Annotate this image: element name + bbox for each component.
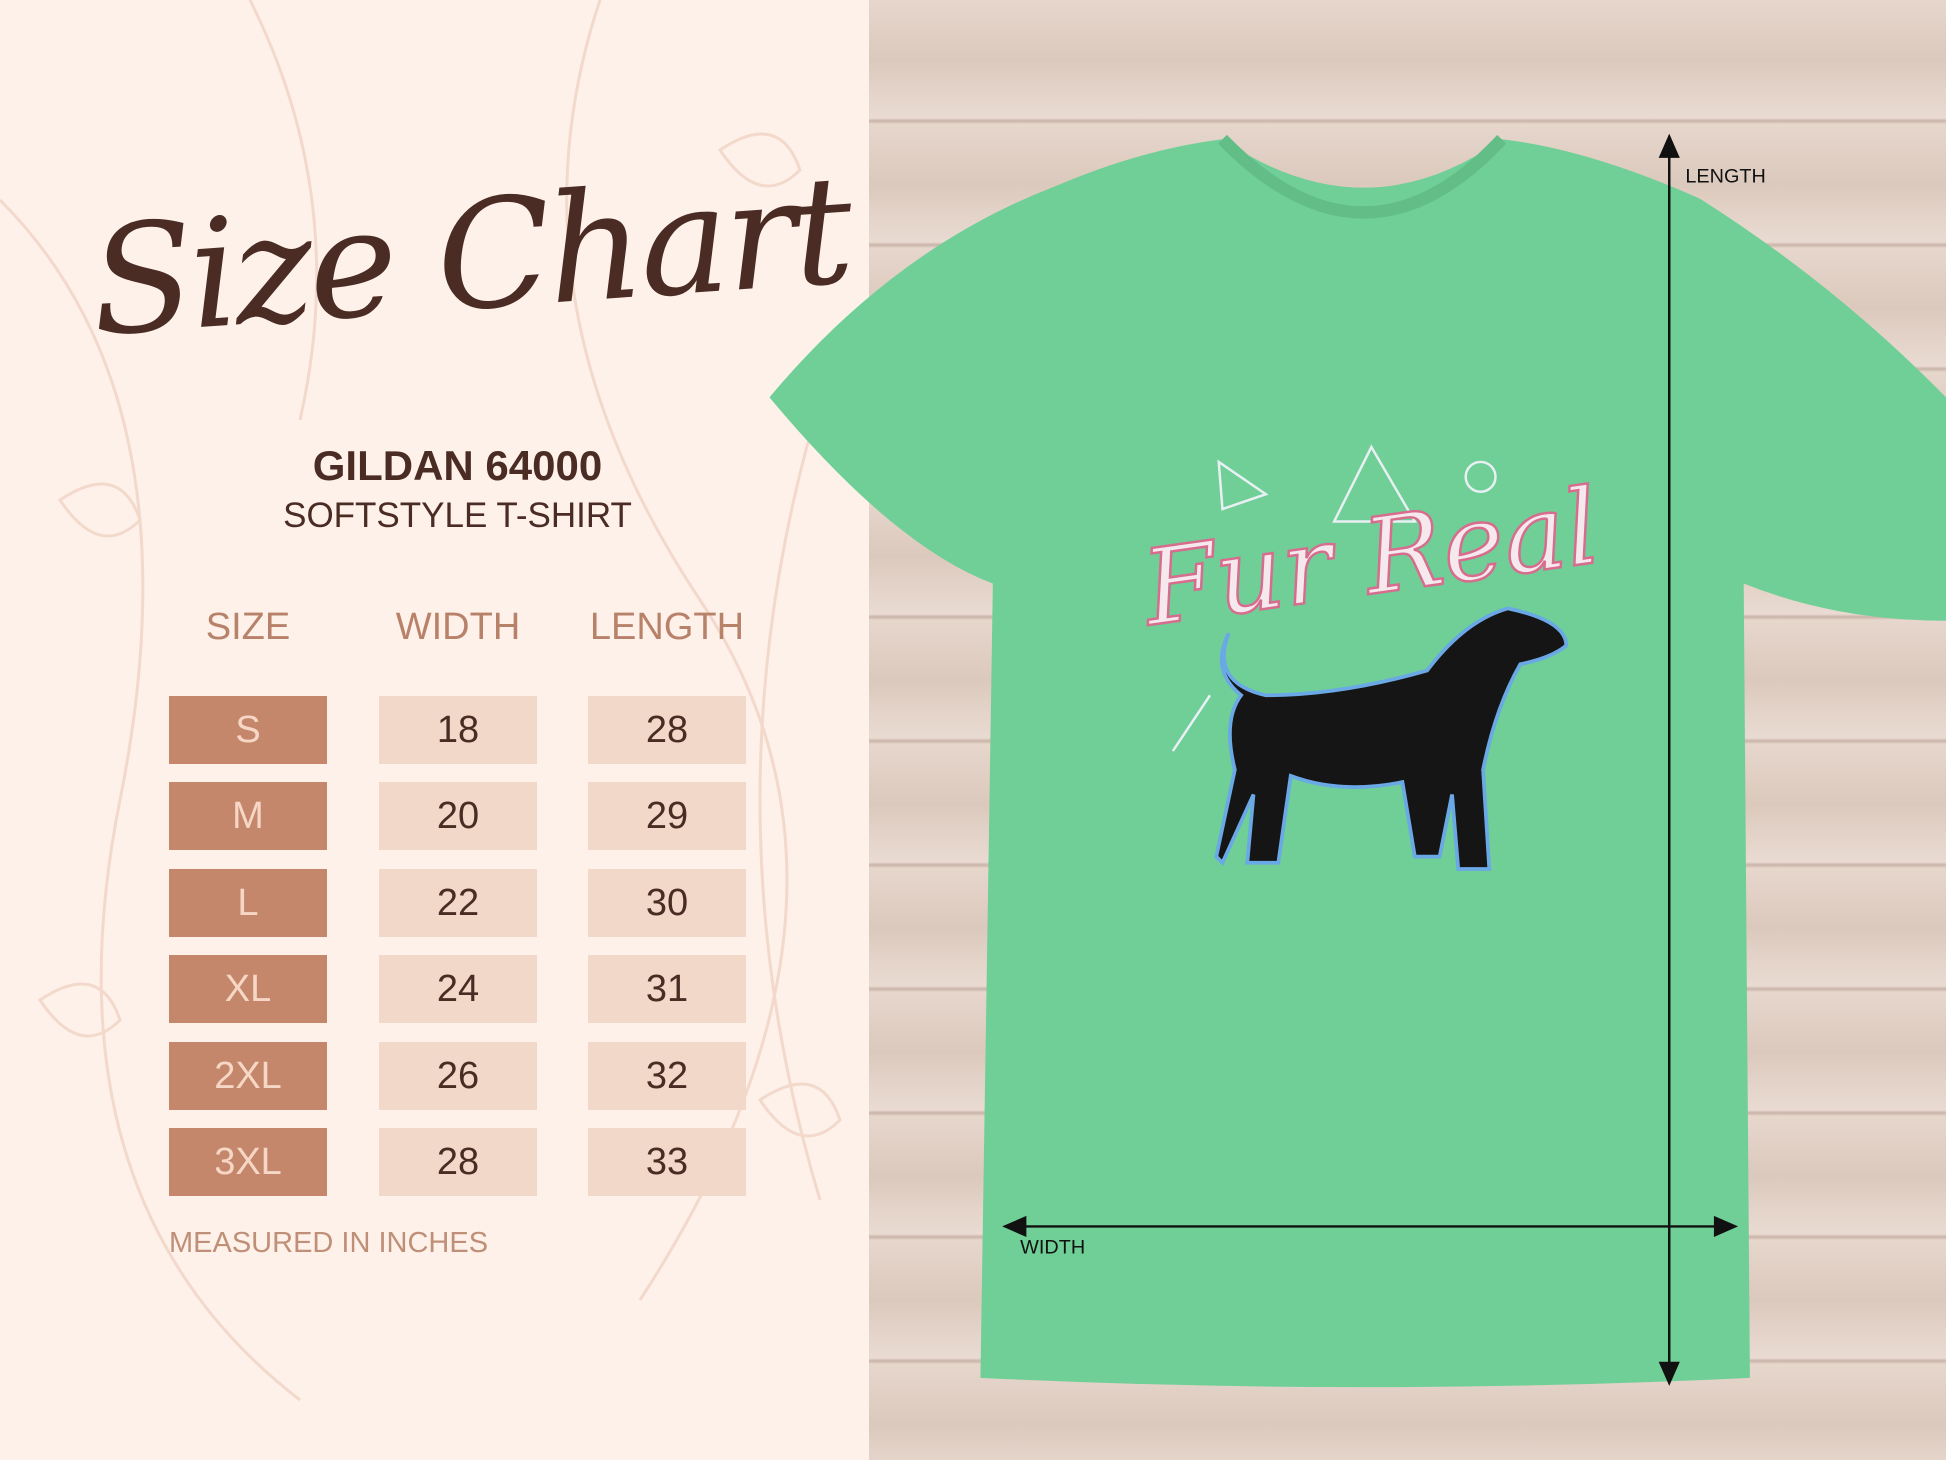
cell-length: 33 [588, 1128, 746, 1196]
cell-width: 20 [379, 782, 537, 851]
cell-length: 32 [588, 1041, 746, 1110]
cell-width: 22 [379, 868, 537, 937]
product-name: SOFTSTYLE T-SHIRT [283, 496, 632, 535]
cell-length: 31 [588, 955, 746, 1024]
brand-name: GILDAN 64000 [312, 442, 603, 489]
dog-silhouette [1214, 606, 1569, 871]
cell-length: 29 [588, 782, 746, 851]
cell-size: S [169, 696, 327, 764]
header-width: WIDTH [395, 606, 521, 648]
width-label: WIDTH [1020, 1237, 1085, 1259]
cell-size: 2XL [169, 1041, 327, 1110]
cell-width: 24 [379, 955, 537, 1024]
length-label: LENGTH [1685, 166, 1766, 188]
cell-width: 28 [379, 1128, 537, 1196]
cell-size: 3XL [169, 1128, 327, 1196]
leaf-pattern-decoration [0, 0, 842, 1402]
cell-size: L [169, 868, 327, 937]
size-chart-panel: Size Chart GILDAN 64000 SOFTSTYLE T-SHIR… [0, 0, 869, 1460]
cell-length: 28 [588, 696, 746, 764]
cell-width: 26 [379, 1041, 537, 1110]
cell-size: M [169, 782, 327, 851]
cell-size: XL [169, 955, 327, 1024]
cell-length: 30 [588, 868, 746, 937]
header-length: LENGTH [589, 606, 745, 648]
cell-width: 18 [379, 696, 537, 764]
units-note: MEASURED IN INCHES [169, 1227, 489, 1259]
header-size: SIZE [205, 606, 291, 648]
